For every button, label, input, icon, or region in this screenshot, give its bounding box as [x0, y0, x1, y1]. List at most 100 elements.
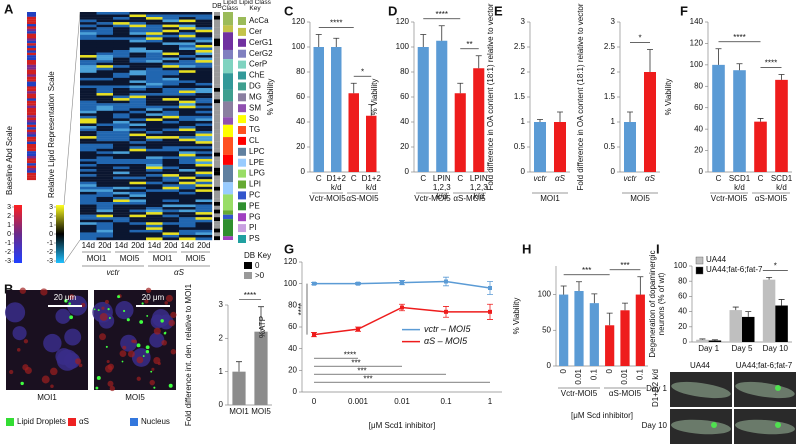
db-cell	[214, 57, 220, 62]
heatmap-cell	[96, 131, 114, 134]
heatmap-cell	[96, 171, 114, 175]
baseline-strip-cell	[27, 38, 36, 41]
y-tick-label: 3	[521, 17, 526, 26]
heatmap-cell	[96, 32, 114, 35]
heatmap-cell	[162, 17, 180, 20]
heatmap-cell	[129, 126, 147, 129]
heatmap-cell	[146, 204, 163, 208]
error-bar	[236, 361, 242, 372]
lipid-droplet	[146, 314, 149, 317]
y-tick-label: 20	[694, 146, 703, 155]
bar	[754, 121, 767, 172]
heatmap-cell	[195, 227, 213, 231]
lipid-droplet	[145, 345, 150, 350]
heatmap-cell	[162, 158, 180, 162]
heatmap-cell	[129, 189, 147, 193]
lipid-key-swatch	[238, 71, 246, 80]
bar	[635, 294, 645, 366]
lipid-key-label: CerP	[249, 60, 267, 69]
db-cell	[214, 46, 220, 51]
day-label: Day 1	[646, 384, 667, 393]
heatmap-cell	[146, 191, 163, 195]
lipid-class-block	[223, 49, 233, 60]
bar	[729, 310, 742, 342]
alpha-syn-spot	[136, 356, 144, 364]
group-label-box: MOI5	[630, 194, 650, 203]
marker	[312, 332, 316, 337]
scale-tick-label: -1	[47, 240, 53, 247]
y-tick-label: 140	[690, 17, 704, 26]
heatmap-cell	[129, 158, 147, 162]
heatmap-cell	[113, 55, 130, 58]
baseline-strip-cell	[27, 93, 36, 97]
x-tick-label-box: Day 10	[763, 344, 788, 353]
baseline-strip-cell	[27, 67, 36, 70]
heatmap-cell	[129, 212, 147, 215]
x-tick-label-box: LPIN 1,2,3 k/d	[470, 174, 488, 201]
heatmap-cell	[162, 85, 180, 89]
heatmap-cell	[179, 103, 196, 106]
heatmap-cell	[113, 44, 130, 48]
heatmap-cell	[129, 164, 147, 167]
db-cell	[214, 137, 220, 142]
y-tick-label: 100	[690, 60, 704, 69]
heatmap-cell	[96, 110, 114, 114]
significance-label: ****	[244, 291, 256, 300]
heatmap-cell	[80, 52, 97, 56]
heatmap-cell	[195, 17, 213, 20]
nucleus	[43, 333, 62, 353]
db-cell	[214, 91, 220, 96]
heatmap-cell	[162, 44, 180, 48]
heatmap-cell	[195, 151, 213, 155]
heatmap-cell	[146, 217, 163, 220]
heatmap-cell	[146, 196, 163, 200]
baseline-strip-cell	[27, 115, 36, 118]
heatmap-cell	[179, 179, 196, 182]
y-tick-label: 0	[301, 167, 306, 176]
heatmap-cell	[129, 234, 147, 238]
heatmap-cell	[96, 174, 114, 177]
baseline-strip-cell	[27, 12, 36, 15]
lipid-class-block	[223, 154, 233, 165]
heatmap-cell	[129, 60, 147, 63]
heatmap-cell	[146, 72, 163, 76]
lipid-droplet	[145, 349, 150, 354]
heatmap-cell	[113, 184, 130, 187]
heatmap-cell	[129, 174, 147, 177]
heatmap-cell	[129, 62, 147, 66]
db-cell	[214, 133, 220, 138]
heatmap-column-label: 20d	[131, 241, 144, 250]
error-bar	[557, 111, 563, 122]
baseline-strip-cell	[27, 170, 36, 173]
db-cell	[214, 53, 220, 58]
alpha-syn-spot	[40, 288, 48, 296]
heatmap-cell	[80, 202, 97, 205]
nucleus	[4, 302, 26, 323]
heatmap-cell	[162, 77, 180, 81]
heatmap-cell	[179, 219, 196, 223]
heatmap-cell	[162, 39, 180, 43]
heatmap-cell	[113, 212, 130, 215]
y-tick-label: 100	[674, 261, 688, 270]
y-tick-label: 60	[678, 292, 687, 301]
x-tick-label: Day 1	[698, 344, 720, 353]
heatmap-cell	[195, 118, 213, 122]
error-bar	[622, 302, 628, 311]
group-label: αS-MOI5	[608, 389, 642, 398]
y-tick-label: 100	[284, 279, 298, 288]
heatmap-cell	[96, 212, 114, 215]
heatmap-cell	[80, 42, 97, 46]
heatmap-cell	[80, 222, 97, 225]
heatmap-cell	[113, 113, 130, 117]
heatmap-cell	[179, 19, 196, 23]
baseline-strip-cell	[27, 62, 36, 65]
heatmap-cell	[195, 234, 213, 238]
heatmap-cell	[113, 171, 130, 175]
heatmap-cell	[179, 90, 196, 94]
db-cell	[214, 194, 220, 199]
heatmap-cell	[80, 80, 97, 84]
heatmap-cell	[195, 204, 213, 208]
heatmap-cell	[96, 98, 114, 101]
lipid-key-swatch	[238, 224, 246, 233]
baseline-strip-cell	[27, 110, 36, 113]
